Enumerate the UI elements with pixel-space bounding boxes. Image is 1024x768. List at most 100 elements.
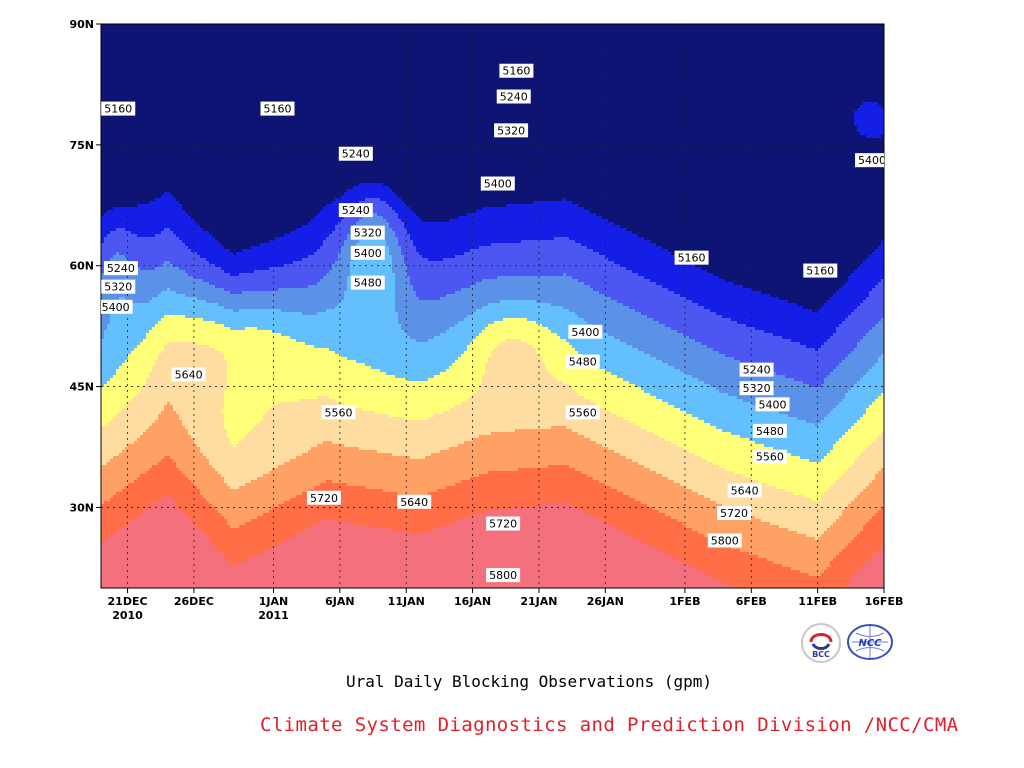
contour-band [401,24,405,202]
contour-band [620,417,624,457]
contour-band [593,480,597,517]
contour-band [344,291,348,358]
contour-band [437,336,441,376]
contour-band [392,210,396,232]
contour-band [776,336,780,376]
contour-band [614,453,618,490]
contour-band [530,204,534,241]
contour-band [869,24,873,103]
contour-band [131,207,135,235]
contour-band [647,468,651,508]
contour-band [320,312,324,349]
contour-band [176,201,180,238]
contour-band [290,231,294,265]
contour-band [146,270,150,304]
contour-band [482,246,486,280]
contour-band [476,390,480,439]
contour-band [869,519,873,559]
contour-band [476,210,480,250]
contour-band [620,456,624,493]
contour-band [122,228,126,256]
contour-band [371,213,375,232]
contour-band [110,534,114,588]
contour-band [158,198,162,235]
contour-band [116,492,120,532]
contour-band [437,375,441,415]
contour-band [521,240,525,277]
contour-band [428,492,432,532]
contour-band [107,324,111,382]
contour-band [164,495,168,588]
contour-band [281,288,285,313]
contour-band [239,486,243,526]
contour-band [110,420,114,460]
contour-band [296,261,300,289]
contour-band [170,459,174,499]
contour-band [701,270,705,307]
contour-band [452,408,456,448]
contour-band [644,240,648,280]
contour-band [725,546,729,586]
contour-band [413,495,417,535]
contour-band [689,453,693,490]
contour-band [386,222,390,247]
contour-band [839,324,843,364]
contour-band [212,321,216,349]
contour-band [251,429,255,481]
contour-band [473,312,477,340]
contour-band [218,474,222,514]
contour-band [308,315,312,346]
contour-band [827,489,831,529]
contour-band [788,567,792,588]
contour-band [320,279,324,313]
y-tick-label: 90N [69,18,94,31]
contour-band [245,24,249,250]
contour-band [167,192,171,229]
contour-band [527,240,531,277]
contour-band [671,291,675,331]
contour-band [644,393,648,430]
contour-band [263,309,267,331]
contour-band [572,240,576,280]
contour-band [383,414,387,454]
contour-band [395,417,399,457]
contour-band [551,306,555,334]
contour-band [332,201,336,232]
contour-label: 5400 [755,397,790,412]
contour-band [362,363,366,412]
contour-band [629,537,633,588]
contour-band [512,339,516,433]
contour-band [389,207,393,229]
contour-band [161,24,165,196]
contour-band [446,294,450,331]
contour-band [236,276,240,295]
contour-band [281,543,285,588]
contour-band [215,267,219,289]
contour-band [620,531,624,588]
contour-band [536,201,540,241]
contour-band [875,285,879,325]
contour-band [725,282,729,319]
contour-label-text: 5320 [104,281,132,294]
contour-band [581,474,585,511]
contour-band [824,531,828,571]
contour-band [107,501,111,538]
contour-band [377,24,381,184]
contour-band [734,435,738,475]
contour-band [620,378,624,418]
contour-band [833,522,837,559]
contour-band [464,24,468,217]
contour-band [875,399,879,439]
contour-band [521,342,525,430]
contour-band [461,321,465,355]
contour-band [836,24,840,292]
contour-band [767,522,771,562]
contour-band [266,474,270,514]
contour-band [335,402,339,445]
contour-band [398,219,402,247]
contour-band [344,522,348,588]
contour-band [365,450,369,490]
contour-band [152,423,156,466]
contour-band [704,537,708,574]
contour-band [377,528,381,588]
